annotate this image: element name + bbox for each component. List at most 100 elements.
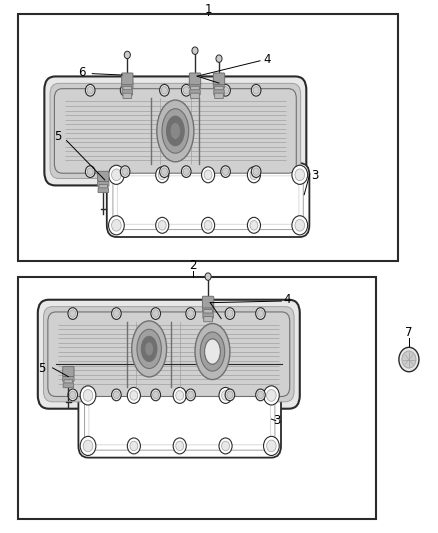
Ellipse shape <box>113 391 120 399</box>
Ellipse shape <box>112 389 121 401</box>
Ellipse shape <box>161 168 167 175</box>
Ellipse shape <box>155 217 169 233</box>
Text: 5: 5 <box>54 130 61 143</box>
FancyBboxPatch shape <box>215 86 223 92</box>
Ellipse shape <box>279 304 296 326</box>
Ellipse shape <box>402 351 416 368</box>
Text: 3: 3 <box>311 168 319 182</box>
FancyBboxPatch shape <box>202 306 214 311</box>
FancyBboxPatch shape <box>38 300 300 409</box>
Ellipse shape <box>288 163 299 177</box>
FancyBboxPatch shape <box>123 93 132 99</box>
Ellipse shape <box>258 391 264 399</box>
Ellipse shape <box>42 383 59 404</box>
Ellipse shape <box>68 389 78 401</box>
Ellipse shape <box>70 391 76 399</box>
Ellipse shape <box>51 85 63 99</box>
Ellipse shape <box>181 166 191 177</box>
Ellipse shape <box>205 273 211 280</box>
FancyBboxPatch shape <box>213 83 225 88</box>
Ellipse shape <box>137 329 161 368</box>
FancyBboxPatch shape <box>54 88 296 173</box>
Ellipse shape <box>201 167 215 183</box>
FancyBboxPatch shape <box>190 90 200 95</box>
Text: 1: 1 <box>205 3 212 15</box>
Ellipse shape <box>122 86 128 94</box>
Ellipse shape <box>112 308 121 319</box>
Ellipse shape <box>219 438 232 454</box>
Ellipse shape <box>186 389 195 401</box>
Ellipse shape <box>112 169 121 181</box>
Ellipse shape <box>87 86 93 94</box>
FancyBboxPatch shape <box>98 181 109 186</box>
FancyBboxPatch shape <box>191 86 199 92</box>
FancyBboxPatch shape <box>78 384 281 458</box>
FancyBboxPatch shape <box>64 379 73 384</box>
FancyBboxPatch shape <box>203 313 213 318</box>
Text: 3: 3 <box>273 414 280 427</box>
Ellipse shape <box>158 221 166 230</box>
FancyBboxPatch shape <box>117 176 299 224</box>
Ellipse shape <box>83 390 93 401</box>
FancyBboxPatch shape <box>122 83 133 88</box>
Ellipse shape <box>120 166 130 177</box>
Ellipse shape <box>109 216 124 235</box>
Ellipse shape <box>130 441 138 451</box>
FancyBboxPatch shape <box>89 397 271 445</box>
Ellipse shape <box>221 84 230 96</box>
Ellipse shape <box>219 387 232 403</box>
Ellipse shape <box>120 84 130 96</box>
FancyBboxPatch shape <box>99 184 108 189</box>
FancyBboxPatch shape <box>63 376 74 381</box>
Ellipse shape <box>159 166 169 177</box>
Ellipse shape <box>187 310 194 317</box>
FancyBboxPatch shape <box>189 73 201 85</box>
Ellipse shape <box>253 86 259 94</box>
Ellipse shape <box>51 163 63 177</box>
Ellipse shape <box>48 159 66 181</box>
Ellipse shape <box>80 386 96 405</box>
Ellipse shape <box>225 389 235 401</box>
Ellipse shape <box>250 221 258 230</box>
Ellipse shape <box>201 217 215 233</box>
Ellipse shape <box>132 321 166 377</box>
Ellipse shape <box>159 84 169 96</box>
Text: 2: 2 <box>189 259 197 272</box>
Ellipse shape <box>152 310 159 317</box>
Ellipse shape <box>204 221 212 230</box>
Ellipse shape <box>223 168 229 175</box>
Ellipse shape <box>267 440 276 452</box>
Ellipse shape <box>295 169 304 181</box>
Ellipse shape <box>176 391 184 400</box>
Ellipse shape <box>68 308 78 319</box>
Text: 4: 4 <box>263 53 271 66</box>
Ellipse shape <box>113 310 120 317</box>
FancyBboxPatch shape <box>48 312 290 397</box>
Ellipse shape <box>48 81 66 102</box>
Ellipse shape <box>157 100 194 162</box>
Ellipse shape <box>216 55 222 62</box>
FancyBboxPatch shape <box>50 83 300 179</box>
Ellipse shape <box>292 165 307 184</box>
Ellipse shape <box>166 116 184 146</box>
Ellipse shape <box>290 125 300 137</box>
Ellipse shape <box>251 166 261 177</box>
Ellipse shape <box>173 387 186 403</box>
Ellipse shape <box>200 332 225 371</box>
Ellipse shape <box>80 437 96 456</box>
Ellipse shape <box>399 348 419 372</box>
Ellipse shape <box>285 159 302 181</box>
Ellipse shape <box>279 383 296 404</box>
Ellipse shape <box>122 168 128 175</box>
Bar <box>18 14 398 261</box>
Ellipse shape <box>281 345 296 364</box>
FancyBboxPatch shape <box>189 83 201 88</box>
Ellipse shape <box>145 342 153 356</box>
Ellipse shape <box>187 391 194 399</box>
Ellipse shape <box>264 437 279 456</box>
Ellipse shape <box>127 387 141 403</box>
Ellipse shape <box>247 217 261 233</box>
FancyBboxPatch shape <box>122 90 133 95</box>
FancyBboxPatch shape <box>44 76 306 185</box>
Text: 7: 7 <box>405 326 413 340</box>
